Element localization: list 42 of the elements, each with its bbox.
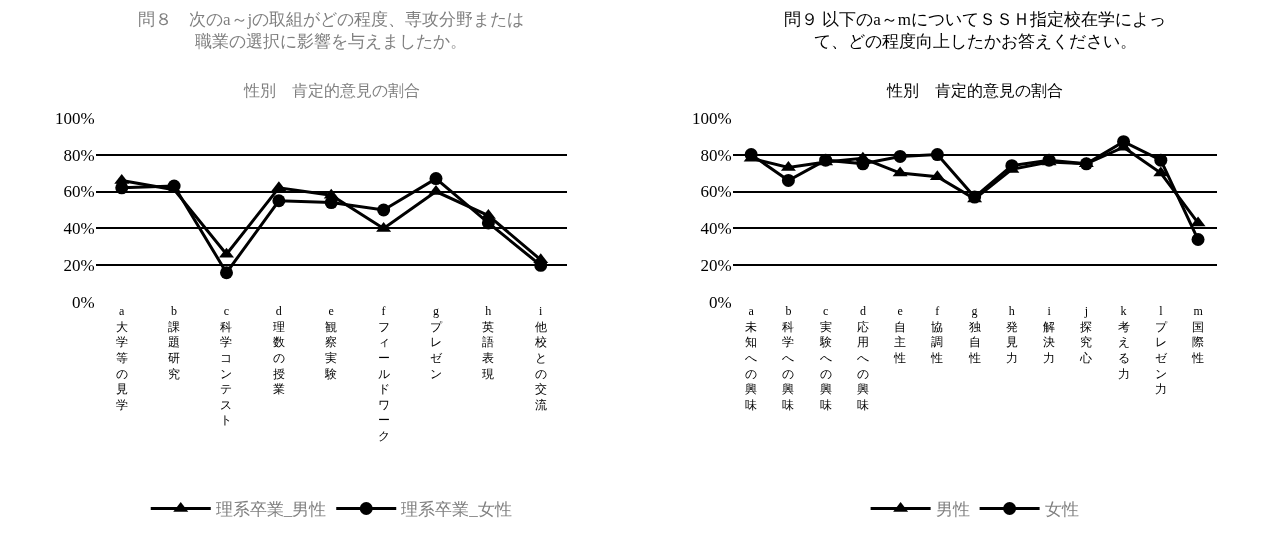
legend-label: 男性: [935, 500, 970, 520]
x-tick-label: b 課題研究: [168, 304, 181, 381]
x-tick-label: h 発見力: [1005, 304, 1018, 366]
chart-subtitle: 性別 肯定的意見の割合: [243, 82, 420, 99]
y-tick-label: 0%: [71, 293, 95, 313]
y-tick-label: 20%: [63, 256, 95, 276]
y-tick-label: 0%: [708, 293, 732, 313]
legend-label: 女性: [1044, 500, 1079, 520]
x-tick-label: i 解決力: [1043, 304, 1056, 366]
x-tick-label: b 科学への興味: [782, 304, 795, 412]
x-tick-label: e 観察実験: [324, 304, 338, 381]
y-tick-label: 60%: [63, 182, 95, 202]
x-tick-label: a 大学等の見学: [115, 304, 128, 412]
x-tick-label: h 英語表現: [482, 304, 495, 381]
x-tick-label: l プレゼン力: [1154, 304, 1168, 397]
x-tick-label: f 協調性: [930, 304, 944, 366]
x-tick-label: m 国際性: [1191, 304, 1205, 366]
chart-subtitle: 性別 肯定的意見の割合: [886, 82, 1063, 99]
x-tick-label: c 科学コンテスト: [220, 304, 233, 428]
y-tick-label: 20%: [700, 256, 732, 276]
y-tick-label: 80%: [700, 145, 732, 165]
y-tick-label: 40%: [700, 219, 732, 239]
category-label: f フィールドワーク: [377, 304, 390, 444]
legend-label: 理系卒業_男性: [215, 500, 327, 520]
x-tick-label: j 探究心: [1079, 304, 1093, 366]
y-tick-label: 100%: [691, 108, 732, 128]
x-tick-label: e 自主性: [893, 304, 907, 366]
y-tick-label: 60%: [700, 182, 732, 202]
chart-title: 問８ 次のa～jの取組がどの程度、専攻分野または職業の選択に影響を与えましたか。: [138, 10, 525, 52]
x-tick-label: c 実験への興味: [818, 304, 832, 412]
x-tick-label: g 独自性: [967, 304, 981, 366]
y-tick-label: 80%: [63, 145, 95, 165]
x-tick-label: i 他校との交流: [533, 304, 547, 412]
y-tick-label: 40%: [63, 219, 95, 239]
legend-label: 理系卒業_女性: [401, 500, 512, 520]
y-tick-label: 100%: [54, 108, 95, 128]
x-tick-label: k 考える力: [1117, 304, 1130, 381]
x-tick-label: d 理数の授業: [272, 304, 285, 397]
x-tick-label: g プレゼン: [429, 304, 443, 381]
x-tick-label: d 応用への興味: [856, 304, 869, 412]
x-tick-label: a 未知への興味: [745, 304, 758, 412]
chart-title: 問９ 以下のa～mについてＳＳＨ指定校在学によって、どの程度向上したかお答えください。: [784, 10, 1167, 52]
